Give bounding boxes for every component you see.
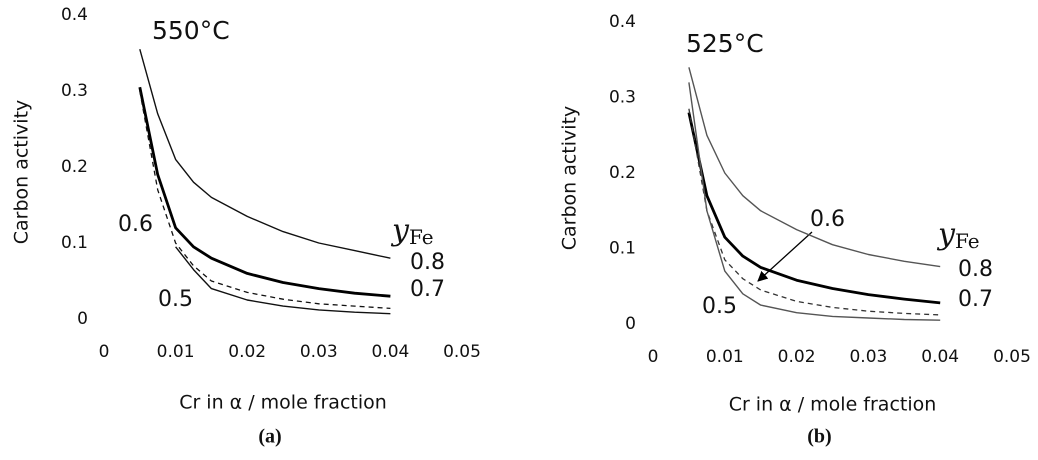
x-tick-label: 0.03 [300, 342, 338, 362]
series-line [687, 112, 941, 305]
series-label: 0.7 [958, 287, 993, 312]
caption: (a) [258, 426, 281, 448]
y-tick-label: 0.4 [61, 5, 88, 25]
series-label: 0.5 [158, 287, 193, 312]
y-tick-label: 0.3 [61, 81, 88, 101]
annotation: yFe [936, 217, 980, 253]
x-axis-label: Cr in α / mole fraction [179, 392, 387, 414]
series-label: 0.7 [410, 277, 445, 302]
y-tick-label: 0 [77, 309, 88, 329]
series-line [139, 49, 391, 259]
chart-title: 550°C [152, 16, 230, 45]
annotation-symbol: y [936, 217, 956, 252]
arrow [757, 231, 813, 282]
annotation: yFe [390, 213, 434, 249]
y-tick-label: 0.2 [609, 163, 636, 183]
series-line [139, 90, 391, 310]
caption: (b) [807, 426, 831, 448]
x-tick-label: 0.01 [157, 342, 195, 362]
x-tick-label: 0 [99, 342, 110, 362]
y-axis-label: Carbon activity [11, 100, 33, 245]
x-tick-label: 0.05 [443, 342, 481, 362]
y-tick-label: 0.2 [61, 157, 88, 177]
x-axis-label: Cr in α / mole fraction [729, 394, 937, 416]
x-tick-label: 0.04 [371, 342, 409, 362]
x-tick-label: 0.02 [778, 347, 816, 367]
y-tick-label: 0.1 [61, 233, 88, 253]
series-line [688, 67, 941, 268]
series-label: 0.8 [410, 250, 445, 275]
annotation-symbol: y [390, 213, 410, 248]
x-tick-label: 0.02 [228, 342, 266, 362]
x-tick-label: 0 [648, 347, 659, 367]
series-line [688, 82, 941, 321]
series-label: 0.8 [958, 257, 993, 282]
series-label: 0.6 [810, 207, 845, 232]
x-tick-label: 0.03 [849, 347, 887, 367]
x-tick-label: 0.04 [921, 347, 959, 367]
series-line [175, 246, 391, 315]
annotation-subscript: Fe [955, 229, 980, 253]
series-label: 0.6 [118, 212, 153, 237]
chart-title: 525°C [686, 29, 764, 58]
series-line [688, 108, 941, 316]
series-line [138, 86, 391, 298]
y-tick-label: 0.4 [609, 12, 636, 32]
y-axis-label: Carbon activity [559, 106, 581, 251]
x-tick-label: 0.01 [706, 347, 744, 367]
x-tick-label: 0.05 [993, 347, 1031, 367]
annotation-subscript: Fe [409, 225, 434, 249]
series-label: 0.5 [702, 294, 737, 319]
y-tick-label: 0 [625, 314, 636, 334]
y-tick-label: 0.3 [609, 88, 636, 108]
y-tick-label: 0.1 [609, 239, 636, 259]
